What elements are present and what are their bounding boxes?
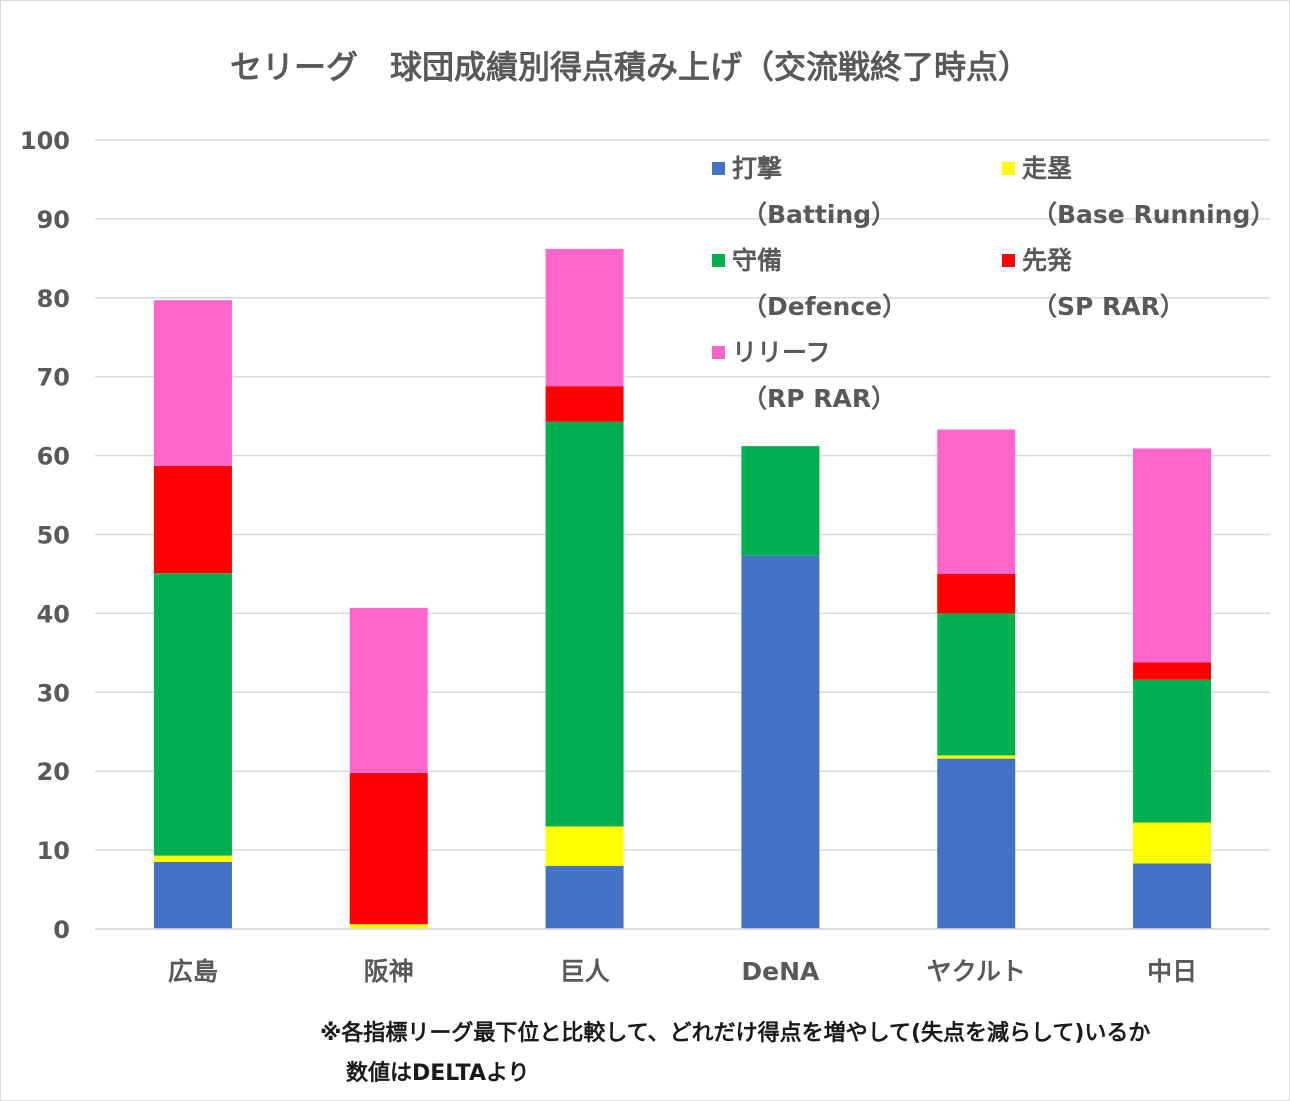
bar-segment-5-1 — [153, 300, 232, 466]
bar-segment-2-6 — [1133, 822, 1212, 864]
bar-segment-5-2 — [349, 607, 428, 773]
y-tick-label: 0 — [53, 916, 70, 944]
y-tick-label: 50 — [37, 522, 70, 550]
legend-label-base-running: 走塁 — [1022, 154, 1073, 183]
legend-swatch-sp — [1002, 254, 1015, 267]
x-category-label: ヤクルト — [927, 957, 1026, 986]
y-tick-label: 40 — [37, 600, 70, 628]
bar-segment-2-2 — [349, 924, 428, 929]
legend-label-defence: 守備 — [732, 246, 783, 275]
y-tick-label: 80 — [37, 285, 70, 313]
legend-item-defence: 守備 （Defence） — [712, 238, 907, 330]
bar-segment-3-3 — [545, 421, 624, 827]
legend-label-batting: 打撃 — [732, 154, 783, 183]
chart-title: セリーグ 球団成績別得点積み上げ（交流戦終了時点） — [229, 48, 1030, 86]
bar-segment-3-1 — [153, 573, 232, 856]
legend-swatch-batting — [712, 162, 725, 175]
footnote-line-1: ※各指標リーグ最下位と比較して、どれだけ得点を増やして(失点を減らして)いるか — [320, 1021, 1151, 1046]
legend-item-sp: 先発 （SP RAR） — [1002, 238, 1185, 330]
y-tick-label: 70 — [37, 364, 70, 392]
x-category-label: DeNA — [741, 957, 820, 986]
x-axis-labels: 広島 阪神 巨人 DeNA ヤクルト 中日 — [168, 957, 1197, 986]
bar-segment-5-3 — [545, 248, 624, 387]
bar-segment-3-5 — [937, 613, 1016, 756]
x-category-label: 中日 — [1147, 957, 1197, 986]
legend-swatch-base-running — [1002, 162, 1015, 175]
legend-label-rp: リリーフ — [732, 338, 831, 367]
legend-sub-batting: （Batting） — [742, 200, 897, 229]
bar-segment-1-3 — [545, 865, 624, 929]
bar-segment-4-6 — [1133, 662, 1212, 680]
bar-segment-4-1 — [153, 465, 232, 574]
legend-item-base-running: 走塁 （Base Running） — [1002, 146, 1275, 238]
bar-segment-5-5 — [937, 429, 1016, 574]
bar-segment-1-5 — [937, 758, 1016, 929]
legend-item-batting: 打撃 （Batting） — [712, 146, 896, 238]
gridlines — [95, 139, 1270, 930]
y-tick-label: 10 — [37, 837, 70, 865]
legend-sub-sp: （SP RAR） — [1032, 292, 1185, 321]
x-category-label: 巨人 — [560, 957, 610, 986]
bar-segment-4-3 — [545, 386, 624, 422]
bar-segment-4-2 — [349, 772, 428, 925]
bar-segment-2-5 — [937, 755, 1016, 759]
footnote-line-2: 数値はDELTAより — [346, 1061, 530, 1086]
bar-segment-4-5 — [937, 573, 1016, 614]
legend-sub-defence: （Defence） — [742, 292, 908, 321]
legend-sub-rp: （RP RAR） — [742, 384, 897, 413]
y-axis-ticks: 0 10 20 30 40 50 60 70 80 90 100 — [20, 127, 70, 944]
bar-segment-3-6 — [1133, 679, 1212, 823]
bar-segment-1-1 — [153, 861, 232, 929]
legend-swatch-rp — [712, 346, 725, 359]
x-category-label: 阪神 — [364, 957, 414, 986]
y-tick-label: 90 — [37, 206, 70, 234]
legend-item-rp: リリーフ （RP RAR） — [712, 330, 896, 422]
bars — [95, 248, 1270, 930]
y-tick-label: 20 — [37, 758, 70, 786]
legend-sub-base-running: （Base Running） — [1032, 200, 1276, 229]
bar-segment-2-1 — [153, 855, 232, 862]
y-tick-label: 100 — [20, 127, 70, 155]
bar-segment-1-6 — [1133, 863, 1212, 929]
y-tick-label: 60 — [37, 443, 70, 471]
bar-segment-2-3 — [545, 826, 624, 866]
legend-swatch-defence — [712, 254, 725, 267]
y-tick-label: 30 — [37, 679, 70, 707]
bar-segment-5-6 — [1133, 448, 1212, 663]
x-category-label: 広島 — [168, 957, 218, 986]
bar-segment-1-4 — [741, 555, 820, 929]
legend-label-sp: 先発 — [1022, 246, 1073, 275]
bar-segment-3-4 — [741, 446, 820, 556]
